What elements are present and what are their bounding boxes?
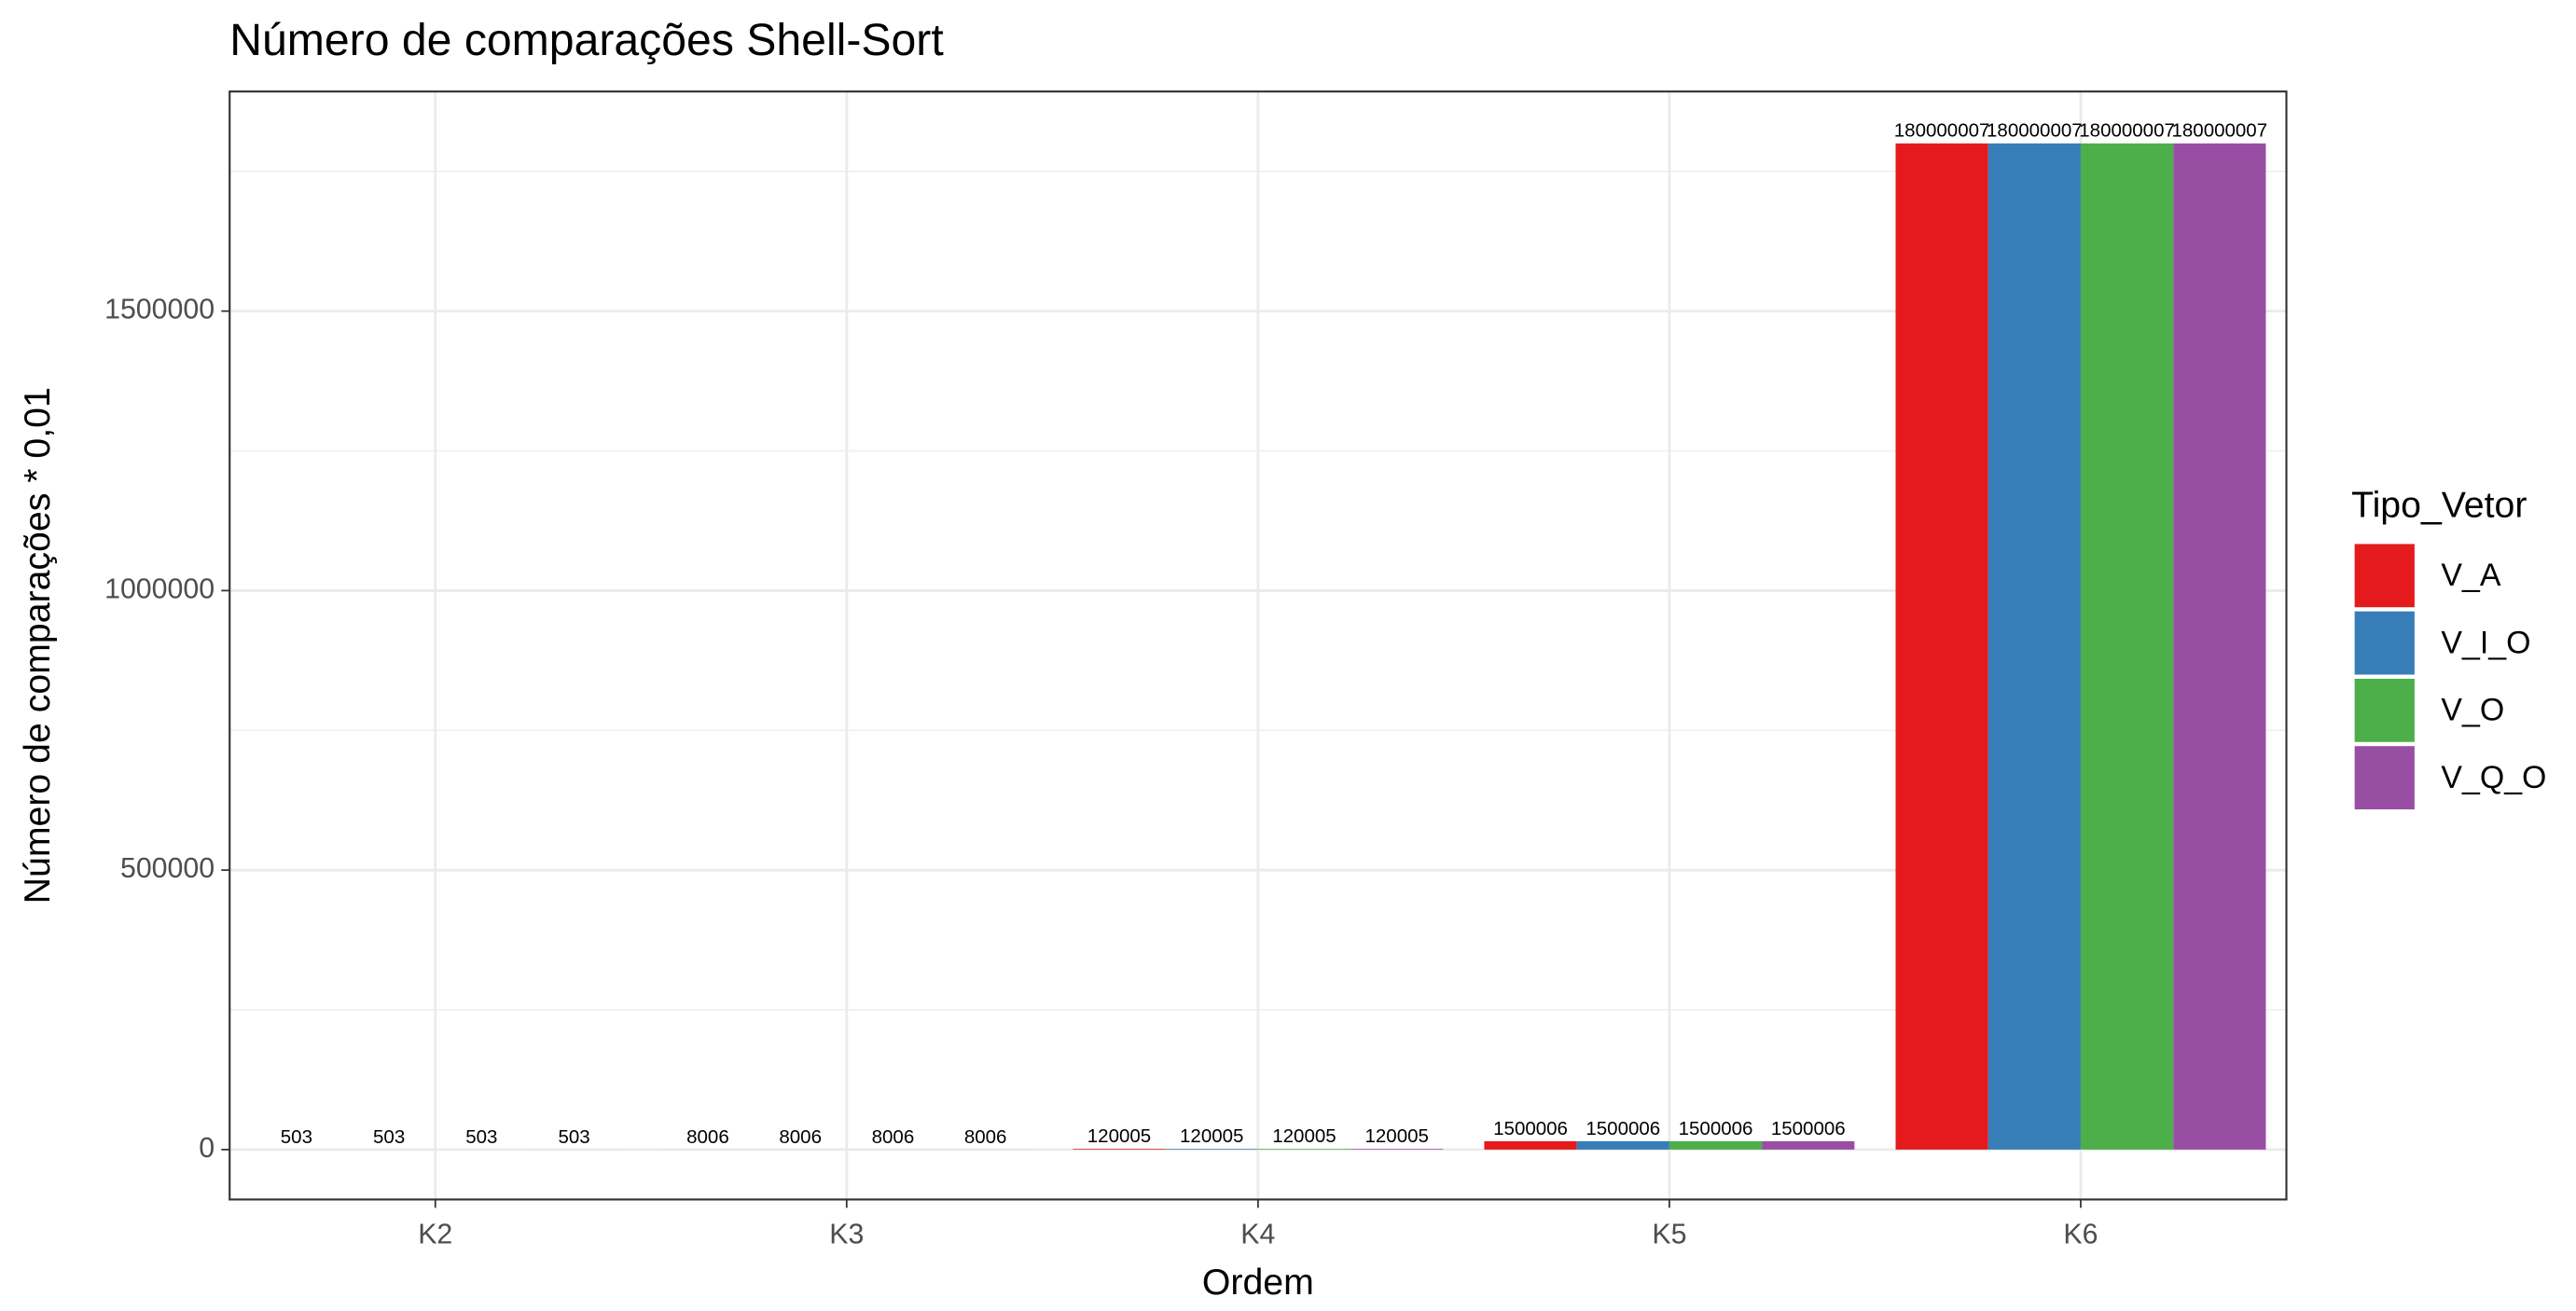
- value-label: 8006: [779, 1126, 822, 1148]
- value-label: 180000007: [2079, 120, 2175, 142]
- value-label: 1500006: [1679, 1118, 1753, 1139]
- bar: [1669, 1140, 1763, 1150]
- value-label: 180000007: [1894, 120, 1990, 142]
- x-tick-label: K5: [1652, 1220, 1686, 1250]
- legend-title: Tipo_Vetor: [2351, 485, 2527, 526]
- value-label: 120005: [1087, 1125, 1151, 1147]
- legend-label: V_I_O: [2441, 625, 2530, 660]
- y-tick-label: 500000: [120, 853, 215, 884]
- value-label: 120005: [1180, 1125, 1243, 1147]
- legend-key: [2354, 678, 2415, 742]
- bar: [2173, 143, 2266, 1150]
- bar: [2080, 143, 2174, 1150]
- value-label: 120005: [1272, 1125, 1336, 1147]
- value-label: 503: [373, 1126, 405, 1148]
- x-axis-label: Ordem: [1202, 1262, 1314, 1303]
- value-label: 503: [465, 1126, 497, 1148]
- legend-label: V_O: [2441, 693, 2504, 728]
- x-tick-label: K3: [829, 1220, 864, 1250]
- x-tick-label: K2: [418, 1220, 452, 1250]
- bar: [1350, 1149, 1444, 1150]
- chart-body: Número de comparações Shell-Sort Ordem N…: [17, 15, 2546, 1303]
- bar: [1987, 143, 2081, 1150]
- value-label: 8006: [686, 1126, 729, 1148]
- value-label: 503: [281, 1126, 312, 1148]
- value-label: 180000007: [2172, 120, 2268, 142]
- legend-label: V_Q_O: [2441, 760, 2546, 795]
- value-label: 1500006: [1771, 1118, 1846, 1139]
- x-tick-label: K4: [1240, 1220, 1275, 1250]
- y-tick-label: 1000000: [104, 573, 215, 604]
- value-label: 1500006: [1493, 1118, 1568, 1139]
- value-label: 8006: [964, 1126, 1007, 1148]
- legend-key: [2354, 746, 2415, 810]
- bar: [1576, 1140, 1669, 1150]
- plot-border: [229, 90, 2288, 1201]
- value-label: 8006: [872, 1126, 915, 1148]
- x-tick-label: K6: [2063, 1220, 2098, 1250]
- bar: [1073, 1149, 1166, 1150]
- value-label: 180000007: [1987, 120, 2083, 142]
- y-tick-label: 1500000: [104, 295, 215, 325]
- bar: [1165, 1149, 1258, 1150]
- value-label: 120005: [1365, 1125, 1429, 1147]
- bar: [1484, 1140, 1577, 1150]
- legend-key: [2354, 611, 2415, 675]
- bar: [1762, 1140, 1855, 1150]
- value-label: 503: [558, 1126, 589, 1148]
- legend-key: [2354, 544, 2415, 608]
- y-axis-label: Número de comparações * 0,01: [17, 387, 58, 904]
- legend-label: V_A: [2441, 558, 2500, 593]
- value-label: 1500006: [1586, 1118, 1660, 1139]
- bar: [1895, 143, 1988, 1150]
- y-tick-label: 0: [199, 1133, 215, 1164]
- bar: [1257, 1149, 1351, 1150]
- chart-title: Número de comparações Shell-Sort: [229, 15, 944, 65]
